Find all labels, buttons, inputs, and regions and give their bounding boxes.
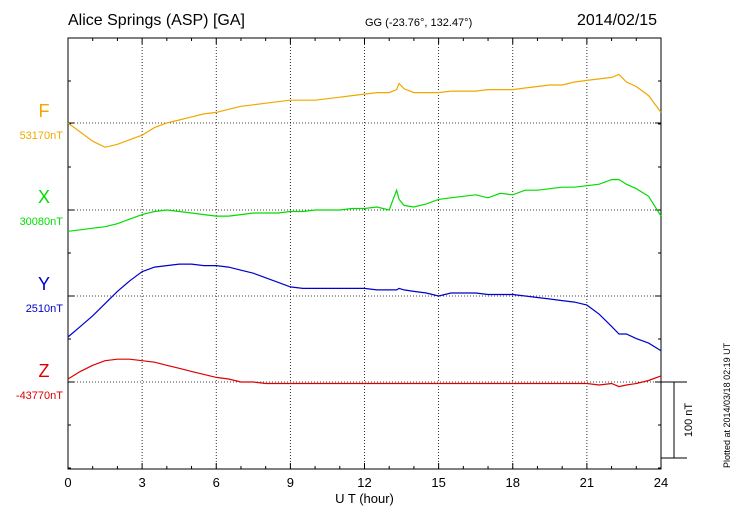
x-tick-label: 12 [357, 475, 371, 490]
plot-date: 2014/02/15 [577, 12, 658, 29]
series-name-x: X [38, 187, 50, 207]
x-tick-label: 9 [287, 475, 294, 490]
series-name-z: Z [39, 361, 50, 381]
series-name-y: Y [38, 274, 50, 294]
series-line-y [67, 263, 662, 352]
x-tick-label: 0 [64, 475, 71, 490]
x-tick-label: 24 [654, 475, 668, 490]
geographic-coordinates: GG (-23.76°, 132.47°) [365, 17, 473, 29]
series-baseline-y: 2510nT [26, 303, 64, 315]
series-line-x [67, 179, 662, 232]
series-baseline-x: 30080nT [20, 216, 64, 228]
station-title: Alice Springs (ASP) [GA] [68, 12, 245, 29]
plotted-timestamp: Plotted at 2014/03/18 02:19 UT [722, 342, 730, 468]
series-name-f: F [39, 101, 50, 121]
x-axis-label: U T (hour) [335, 491, 394, 506]
x-tick-label: 15 [431, 475, 445, 490]
series-baseline-z: -43770nT [16, 390, 63, 402]
series-baseline-f: 53170nT [20, 130, 64, 142]
series-line-z [67, 358, 662, 388]
x-tick-label: 3 [139, 475, 146, 490]
x-tick-label: 18 [506, 475, 520, 490]
scale-bar-label: 100 nT [683, 403, 695, 438]
series-line-f [67, 73, 662, 148]
x-tick-label: 6 [213, 475, 220, 490]
x-tick-label: 21 [580, 475, 594, 490]
